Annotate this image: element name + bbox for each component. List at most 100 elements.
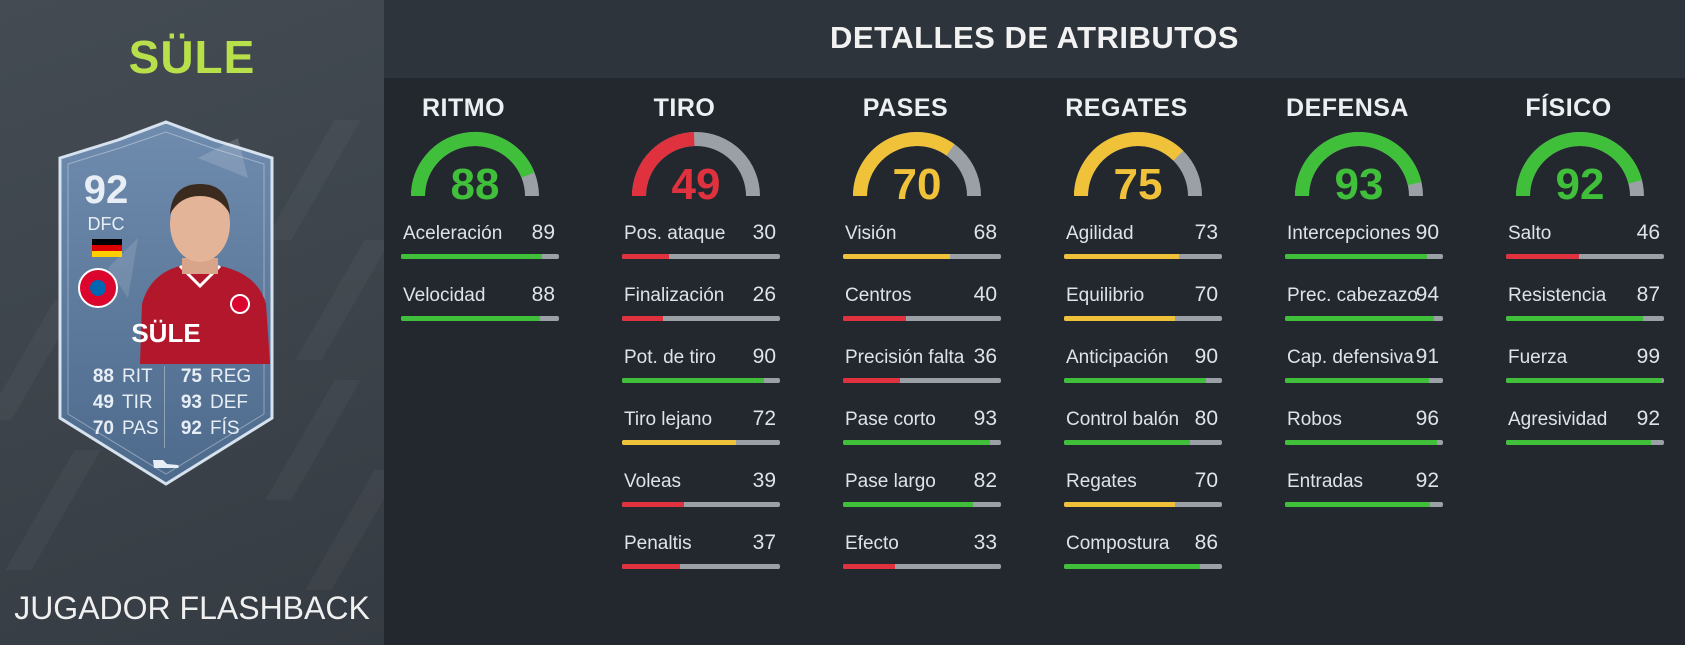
attribute-bar — [1506, 378, 1664, 383]
category-value: 75 — [1113, 160, 1163, 209]
attribute-value: 72 — [752, 407, 776, 430]
attribute-aceleracion: Aceleración 89 — [401, 221, 559, 263]
attribute-bar — [622, 378, 780, 383]
attribute-value: 73 — [1194, 221, 1218, 244]
attribute-bar — [1064, 254, 1222, 259]
attribute-name: Visión — [845, 223, 897, 244]
category-name: DEFENSA — [1286, 94, 1409, 122]
attribute-bar-fill — [1285, 378, 1429, 383]
category-name: PASES — [862, 94, 949, 122]
attribute-name: Voleas — [624, 471, 682, 492]
attribute-value: 89 — [531, 221, 555, 244]
attribute-bar — [843, 440, 1001, 445]
gauge-fill — [411, 132, 535, 197]
attribute-bar-fill — [1285, 316, 1434, 321]
category-value: 88 — [450, 160, 500, 209]
attribute-bar — [1064, 378, 1222, 383]
category-gauge — [632, 132, 760, 197]
attribute-control-balon: Control balón 80 — [1064, 407, 1222, 449]
category-defensa: DEFENSA 93 Intercepciones 90 Prec. cabezazo 9… — [1270, 78, 1490, 645]
attribute-name: Finalización — [624, 285, 725, 306]
card-rating: 92 — [83, 168, 129, 212]
attribute-compostura: Compostura 86 — [1064, 531, 1222, 573]
attribute-bar — [1285, 440, 1443, 445]
attribute-bar — [622, 502, 780, 507]
attribute-value: 80 — [1194, 407, 1218, 430]
attribute-value: 26 — [752, 283, 776, 306]
attribute-value: 82 — [973, 469, 997, 492]
attribute-bar — [622, 564, 780, 569]
attribute-value: 93 — [973, 407, 997, 430]
attribute-value: 92 — [1636, 407, 1660, 430]
player-card-panel: SÜLE 92 DFC SÜLE — [0, 0, 384, 645]
attribute-bar — [401, 316, 559, 321]
attribute-bar — [1285, 502, 1443, 507]
attribute-bar — [622, 254, 780, 259]
boot-icon — [153, 460, 179, 468]
attribute-value: 86 — [1194, 531, 1218, 554]
gauge-fill — [1295, 132, 1422, 197]
attribute-bar — [1285, 254, 1443, 259]
attribute-name: Fuerza — [1508, 347, 1568, 368]
attribute-name: Velocidad — [403, 285, 486, 306]
attribute-centros: Centros 40 — [843, 283, 1001, 325]
attribute-efecto: Efecto 33 — [843, 531, 1001, 573]
attribute-bar — [401, 254, 559, 259]
attribute-name: Agilidad — [1066, 223, 1134, 244]
attribute-agresividad: Agresividad 92 — [1506, 407, 1664, 449]
attribute-value: 90 — [1415, 221, 1439, 244]
attribute-pase-largo: Pase largo 82 — [843, 469, 1001, 511]
attribute-finalizacion: Finalización 26 — [622, 283, 780, 325]
attribute-name: Pot. de tiro — [624, 347, 716, 368]
attribute-value: 96 — [1415, 407, 1439, 430]
attribute-prec-cabezazo: Prec. cabezazo 94 — [1285, 283, 1443, 325]
attribute-value: 87 — [1636, 283, 1660, 306]
attribute-name: Regates — [1066, 471, 1137, 492]
attribute-bar-fill — [1285, 254, 1428, 259]
attribute-equilibrio: Equilibrio 70 — [1064, 283, 1222, 325]
attribute-value: 88 — [531, 283, 555, 306]
attribute-name: Centros — [845, 285, 912, 306]
category-tiro: TIRO 49 Pos. ataque 30 Finalización 26 Pot. de… — [607, 78, 827, 645]
card-stat-def: 93 DEF — [180, 392, 248, 413]
attribute-value: 37 — [752, 531, 776, 554]
attribute-name: Pase corto — [845, 409, 936, 430]
category-gauge — [853, 132, 981, 197]
attribute-robos: Robos 96 — [1285, 407, 1443, 449]
attribute-bar-fill — [843, 502, 973, 507]
attribute-bar-fill — [622, 316, 664, 321]
attribute-name: Robos — [1287, 409, 1342, 430]
attribute-bar-fill — [1064, 254, 1180, 259]
gauge-fill — [1516, 132, 1642, 197]
player-card[interactable]: 92 DFC SÜLE 88 RIT 49 TIR 70 PAS 75 REG 93 DE… — [48, 118, 284, 490]
attribute-bar — [1064, 564, 1222, 569]
attribute-name: Pase largo — [845, 471, 936, 492]
attribute-cap-defensiva: Cap. defensiva 91 — [1285, 345, 1443, 387]
gauge-fill — [1074, 132, 1184, 197]
attribute-velocidad: Velocidad 88 — [401, 283, 559, 325]
attribute-name: Equilibrio — [1066, 285, 1145, 306]
attribute-pase-corto: Pase corto 93 — [843, 407, 1001, 449]
attribute-name: Resistencia — [1508, 285, 1607, 306]
attribute-value: 40 — [973, 283, 997, 306]
category-name: FÍSICO — [1525, 94, 1612, 122]
attribute-bar-fill — [843, 440, 990, 445]
category-ritmo: RITMO 88 Aceleración 89 Velocidad 88 — [386, 78, 606, 645]
page-title: DETALLES DE ATRIBUTOS — [830, 20, 1239, 55]
category-value: 93 — [1334, 160, 1384, 209]
attribute-bar-fill — [401, 254, 542, 259]
germany-flag-icon — [92, 239, 122, 257]
attribute-bar-fill — [1064, 502, 1175, 507]
attribute-bar — [622, 316, 780, 321]
attribute-fuerza: Fuerza 99 — [1506, 345, 1664, 387]
attribute-value: 90 — [1194, 345, 1218, 368]
attribute-bar — [1064, 502, 1222, 507]
category-value: 49 — [671, 160, 721, 209]
attribute-bar-fill — [843, 254, 951, 259]
attribute-name: Cap. defensiva — [1287, 347, 1414, 368]
attribute-bar-fill — [1064, 440, 1191, 445]
attribute-pot-de-tiro: Pot. de tiro 90 — [622, 345, 780, 387]
attribute-value: 90 — [752, 345, 776, 368]
attribute-agilidad: Agilidad 73 — [1064, 221, 1222, 263]
card-stat-pas: 70 PAS — [92, 418, 159, 439]
